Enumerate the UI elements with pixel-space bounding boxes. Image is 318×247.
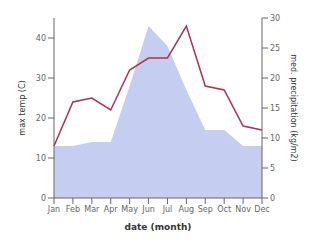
svg-text:0: 0 bbox=[41, 194, 46, 203]
svg-text:med. precipitation (kg/m2): med. precipitation (kg/m2) bbox=[289, 54, 298, 161]
svg-text:Mar: Mar bbox=[84, 205, 100, 214]
svg-text:15: 15 bbox=[270, 104, 280, 113]
svg-text:40: 40 bbox=[36, 34, 46, 43]
svg-text:Jul: Jul bbox=[162, 205, 173, 214]
svg-text:Sep: Sep bbox=[198, 205, 213, 214]
svg-text:20: 20 bbox=[36, 114, 46, 123]
svg-text:Oct: Oct bbox=[217, 205, 231, 214]
svg-text:Feb: Feb bbox=[66, 205, 80, 214]
svg-text:Nov: Nov bbox=[235, 205, 251, 214]
svg-text:20: 20 bbox=[270, 74, 280, 83]
svg-text:May: May bbox=[121, 205, 138, 214]
svg-text:10: 10 bbox=[270, 134, 280, 143]
svg-text:Jan: Jan bbox=[47, 205, 60, 214]
svg-text:Aug: Aug bbox=[179, 205, 195, 214]
svg-text:Dec: Dec bbox=[254, 205, 269, 214]
svg-text:max temp (C): max temp (C) bbox=[18, 80, 27, 135]
svg-text:date (month): date (month) bbox=[125, 222, 192, 232]
svg-text:5: 5 bbox=[270, 164, 275, 173]
svg-text:30: 30 bbox=[36, 74, 46, 83]
svg-text:0: 0 bbox=[270, 194, 275, 203]
svg-text:10: 10 bbox=[36, 154, 46, 163]
svg-text:25: 25 bbox=[270, 44, 280, 53]
svg-text:30: 30 bbox=[270, 14, 280, 23]
svg-text:Jun: Jun bbox=[141, 205, 155, 214]
svg-text:Apr: Apr bbox=[104, 205, 119, 214]
